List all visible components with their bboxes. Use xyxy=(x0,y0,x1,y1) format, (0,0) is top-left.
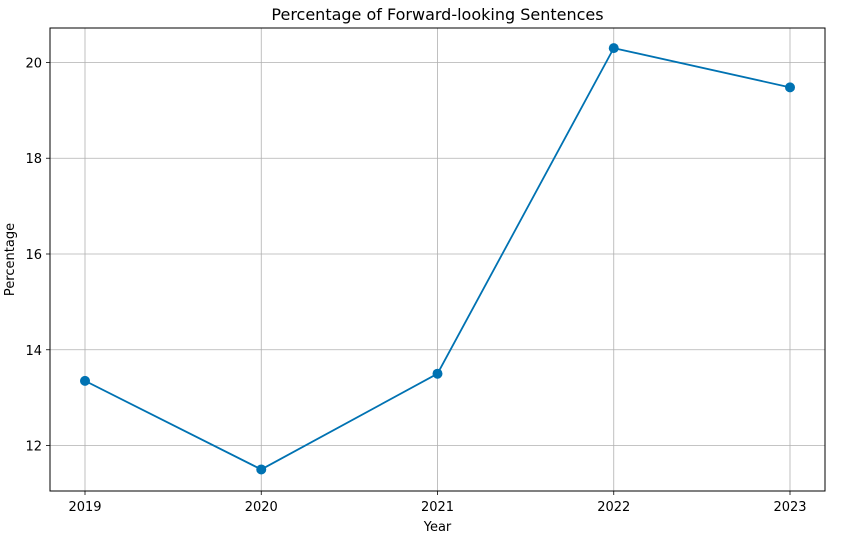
y-tick-label: 14 xyxy=(25,344,42,359)
series-layer xyxy=(80,43,795,475)
y-tick-label: 18 xyxy=(25,152,42,167)
data-point xyxy=(785,82,795,93)
y-tick-label: 12 xyxy=(25,440,42,455)
x-tick-label: 2020 xyxy=(245,500,278,515)
data-point xyxy=(608,43,619,54)
y-tick-label: 16 xyxy=(25,248,42,263)
x-tick-label: 2019 xyxy=(68,500,101,515)
x-tick-label: 2023 xyxy=(773,500,806,515)
x-tick-label: 2021 xyxy=(421,500,454,515)
x-tick-label: 2022 xyxy=(597,500,630,515)
data-point xyxy=(432,368,443,379)
x-axis-label: Year xyxy=(423,520,452,535)
y-tick-label: 20 xyxy=(25,56,42,71)
chart-title: Percentage of Forward-looking Sentences xyxy=(271,5,603,24)
y-axis-label: Percentage xyxy=(3,223,18,296)
data-point xyxy=(256,464,267,475)
axis-ticks: 2019 2020 2021 2022 2023 12 14 16 18 20 xyxy=(25,56,806,515)
data-point xyxy=(80,375,90,386)
grid-lines xyxy=(50,28,825,491)
